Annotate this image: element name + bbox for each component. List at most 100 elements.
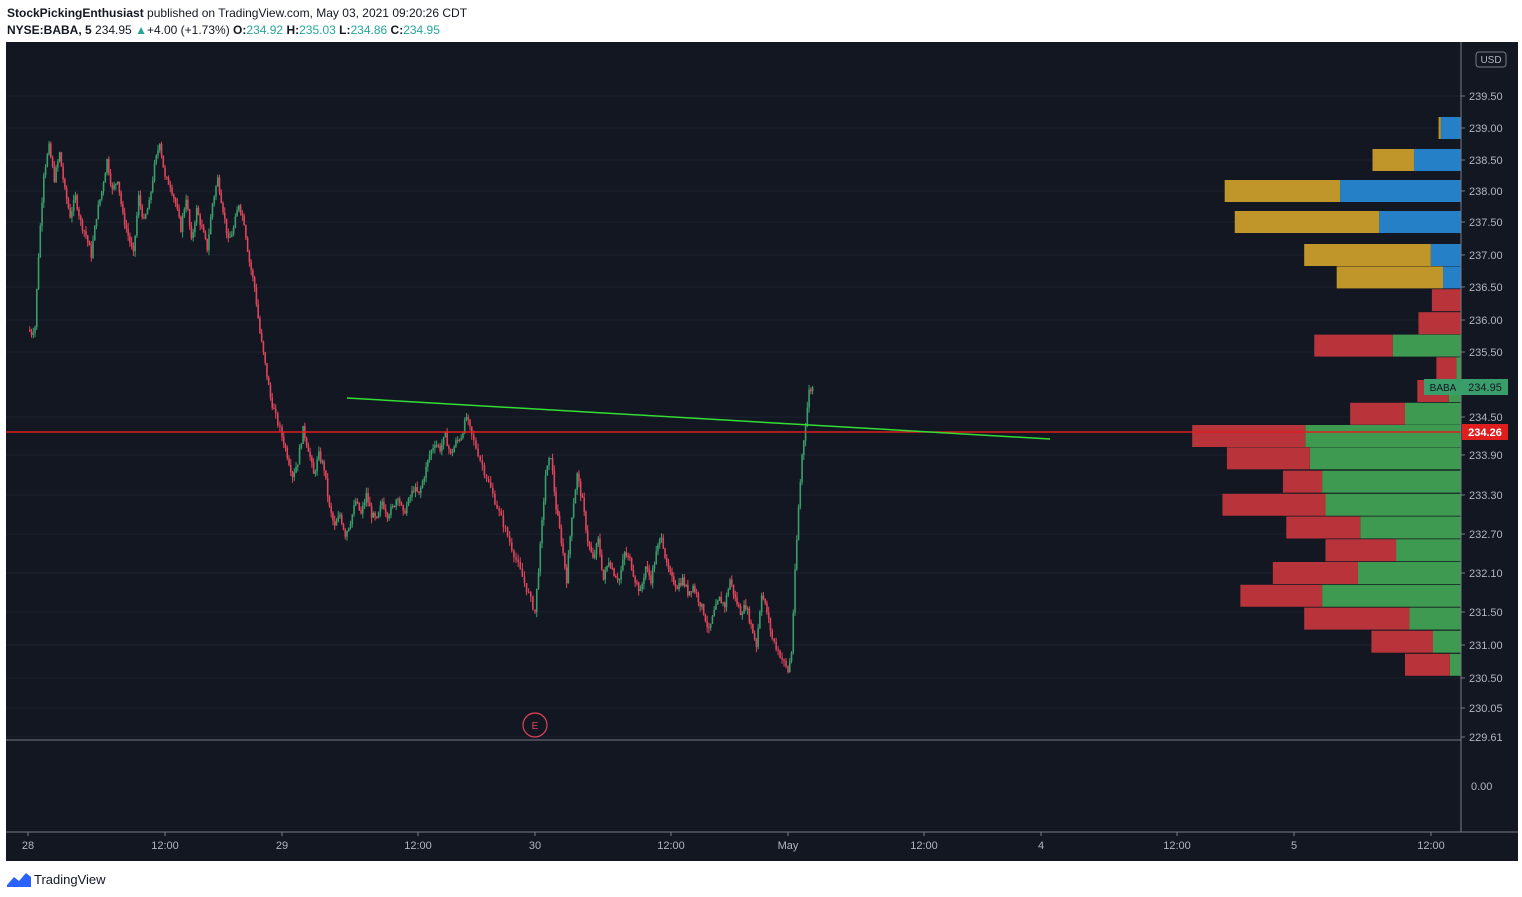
candle-body [660,537,663,539]
volume-profile-up-bar [1433,630,1461,653]
published-text: published on TradingView.com, May 03, 20… [147,6,468,20]
candle-body [118,181,121,193]
candle-body [181,216,184,232]
candle-body [546,465,549,476]
tradingview-brand[interactable]: TradingView [34,872,106,887]
candle-body [722,602,724,604]
time-tick-label: 12:00 [657,840,685,852]
candle-body [637,582,640,592]
candle-body [576,473,578,490]
chart-header: StockPickingEnthusiast published on Trad… [0,0,1522,42]
volume-profile-up-bar [1405,402,1461,425]
candle-body [234,216,237,228]
candle-body [544,475,547,502]
candle-body [150,191,152,200]
candle-body [165,176,168,178]
candle-body [202,226,205,233]
candle-body [342,523,345,530]
candle-body [653,564,656,569]
candle-body [162,155,165,168]
volume-profile-down-bar [1314,334,1393,357]
candle-body [470,426,473,435]
candle-body [39,225,42,258]
time-scale[interactable]: 28 12:00 29 12:00 30 12:00 May 12:00 4 12:00 5 12:0… [22,832,1445,852]
price-scale[interactable]: 239.50 239.00 238.50 238.00 237.50 237.00 236.… [1461,91,1503,744]
footer: TradingView [0,861,1522,897]
price-tick-label: 232.70 [1469,529,1503,541]
price-tick-label: 236.00 [1469,315,1503,327]
candle-body [206,238,209,251]
symbol-tag-label: BABA [1430,383,1457,394]
candle-body [388,515,390,519]
price-change: +4.00 (+1.73%) [146,23,230,37]
price-tick-label: 238.50 [1469,155,1503,167]
candle-body [386,513,389,519]
chart-svg[interactable]: E 239.50239.00238.50238.00237.50237.0023… [6,42,1518,861]
candle-body [783,659,785,661]
candle-body [453,446,455,453]
candle-body [781,657,783,660]
open-value: 234.92 [246,23,284,37]
tradingview-logo-icon[interactable] [7,871,31,887]
time-tick-label: 4 [1038,840,1044,852]
price-tick-label: 230.50 [1469,673,1503,685]
candle-body [669,568,672,572]
publisher-name[interactable]: StockPickingEnthusiast [7,6,144,20]
volume-profile-up-bar [1360,516,1461,539]
candle-body [487,479,490,482]
volume-profile-down-bar [1325,539,1397,562]
candle-body [414,487,417,492]
candle-body [529,592,532,597]
candle-body [494,493,496,505]
candle-body [694,585,696,593]
candle-body [683,577,686,586]
candle-body [232,227,235,235]
candle-body [760,595,763,612]
candle-body [183,209,186,217]
candle-body [734,594,737,598]
chart-area[interactable]: E 239.50 239.00 238.50 238.00 237.50 237.00 23… [6,42,1518,861]
volume-profile-down-bar [1272,562,1358,584]
candle-body [218,177,221,193]
candle-body [681,577,684,586]
price-tick-label: 237.00 [1469,250,1503,262]
candle-body [790,652,793,662]
price-tick-label: 232.10 [1469,568,1503,580]
candle-body [307,445,310,452]
candle-body [155,155,158,164]
publish-info: StockPickingEnthusiast published on Trad… [7,6,467,20]
candle-body [588,542,591,546]
candle-body [762,595,765,599]
candle-body [95,218,98,226]
candle-body [535,588,538,612]
trendline[interactable] [346,397,1051,440]
volume-profile-up-bar [1430,244,1461,266]
candle-body [148,199,151,210]
candle-body [477,448,479,457]
candle-body [741,613,744,616]
candle-body [318,451,320,460]
candle-body [644,566,647,578]
earnings-marker[interactable]: E [522,712,548,738]
candle-body [764,598,766,604]
candle-body [137,195,140,216]
candle-body [515,557,517,560]
symbol-label[interactable]: NYSE:BABA, 5 [7,23,92,37]
candle-body [678,582,680,590]
candle-body [344,529,347,537]
candle-body [553,470,556,492]
volume-profile-up-bar [1413,149,1461,171]
candle-body [79,215,82,221]
candle-body [81,220,84,231]
currency-badge[interactable]: USD [1475,51,1507,68]
candle-body [48,143,50,155]
candle-body [288,458,290,465]
candle-body [634,576,636,583]
candle-body [260,332,263,342]
price-tick-label: 236.50 [1469,282,1503,294]
candle-body [632,569,635,577]
hline-price-label: 234.26 [1468,427,1502,439]
candle-body [671,571,673,577]
candle-body [377,512,380,518]
candle-body [736,597,738,605]
